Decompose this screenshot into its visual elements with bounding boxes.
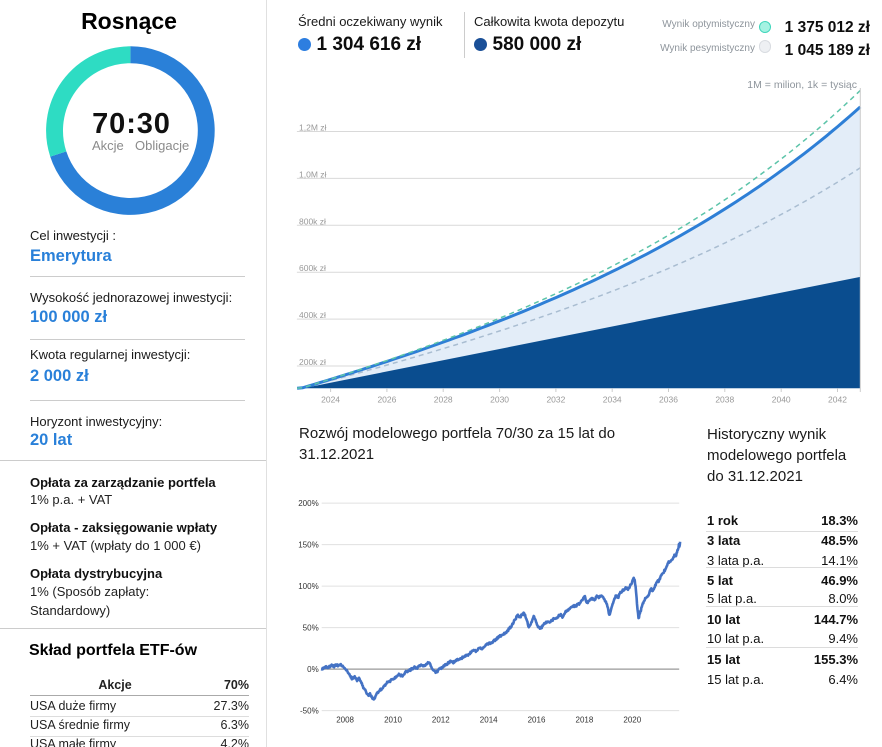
svg-text:50%: 50%: [303, 623, 319, 632]
svg-text:2026: 2026: [377, 395, 396, 405]
svg-text:2012: 2012: [432, 715, 450, 724]
svg-text:2036: 2036: [659, 395, 678, 405]
svg-text:2040: 2040: [772, 395, 791, 405]
svg-text:800k zł: 800k zł: [299, 216, 326, 226]
svg-text:2042: 2042: [828, 395, 847, 405]
svg-text:0%: 0%: [307, 665, 319, 674]
svg-text:2038: 2038: [715, 395, 734, 405]
svg-text:150%: 150%: [298, 540, 318, 549]
svg-text:2020: 2020: [623, 715, 641, 724]
svg-text:2024: 2024: [321, 395, 340, 405]
svg-text:-50%: -50%: [300, 706, 319, 715]
svg-text:600k zł: 600k zł: [299, 263, 326, 273]
svg-text:2030: 2030: [490, 395, 509, 405]
svg-text:400k zł: 400k zł: [299, 310, 326, 320]
svg-text:1,2M zł: 1,2M zł: [299, 123, 327, 133]
svg-text:2034: 2034: [603, 395, 622, 405]
svg-text:2008: 2008: [336, 715, 354, 724]
svg-text:200%: 200%: [298, 499, 318, 508]
svg-text:200k zł: 200k zł: [299, 357, 326, 367]
svg-text:2032: 2032: [546, 395, 565, 405]
svg-text:100%: 100%: [298, 582, 318, 591]
svg-text:2018: 2018: [576, 715, 594, 724]
svg-text:2010: 2010: [384, 715, 402, 724]
svg-text:2028: 2028: [434, 395, 453, 405]
svg-text:2014: 2014: [480, 715, 498, 724]
svg-text:2016: 2016: [528, 715, 546, 724]
svg-text:1,0M zł: 1,0M zł: [299, 169, 327, 179]
